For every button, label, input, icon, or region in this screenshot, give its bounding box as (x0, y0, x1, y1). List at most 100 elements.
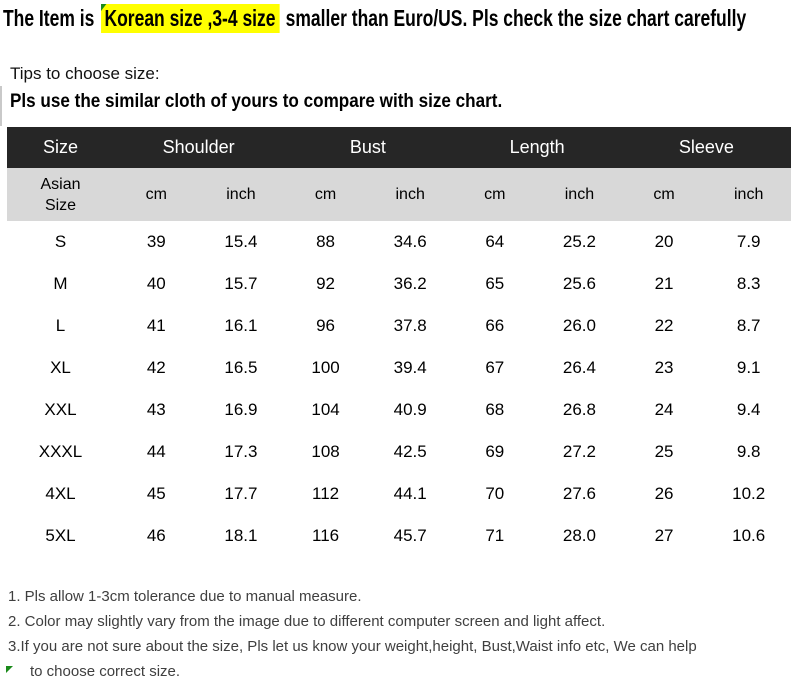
cell: 41 (114, 305, 199, 347)
row-m: M 40 15.7 92 36.2 65 25.6 21 8.3 (7, 263, 791, 305)
cell: 46 (114, 515, 199, 557)
cell: 40.9 (367, 389, 453, 431)
col-header-shoulder: Shoulder (114, 127, 284, 168)
cell: 9.4 (706, 389, 791, 431)
cell: 27.6 (537, 473, 622, 515)
cell: 16.9 (198, 389, 284, 431)
advice-text: Pls use the similar cloth of yours to co… (10, 91, 503, 112)
left-edge-artifact (0, 86, 2, 126)
unit-label-cm: cm (114, 168, 199, 221)
cell: 96 (283, 305, 368, 347)
cell: 104 (283, 389, 368, 431)
cell: 64 (452, 221, 538, 263)
cell: 21 (621, 263, 707, 305)
cell: 17.3 (198, 431, 284, 473)
cell: 39 (114, 221, 199, 263)
cell: 8.7 (706, 305, 791, 347)
cell: 26.8 (537, 389, 622, 431)
cell: 22 (621, 305, 707, 347)
cell: 70 (452, 473, 538, 515)
col-header-length: Length (452, 127, 622, 168)
cell: 34.6 (367, 221, 453, 263)
cell: 24 (621, 389, 707, 431)
cell: 43 (114, 389, 199, 431)
green-corner-icon (6, 666, 13, 673)
unit-label-inch: inch (198, 168, 284, 221)
row-4xl: 4XL 45 17.7 112 44.1 70 27.6 26 10.2 (7, 473, 791, 515)
table-group-header-row: Size Shoulder Bust Length Sleeve (7, 127, 791, 168)
cell: 88 (283, 221, 368, 263)
cell: 39.4 (367, 347, 453, 389)
cell: 92 (283, 263, 368, 305)
size-label: XXXL (7, 431, 114, 473)
cell: 16.1 (198, 305, 284, 347)
banner-text: The Item is Korean size ,3-4 size smalle… (3, 4, 746, 33)
tips-title: Tips to choose size: (10, 64, 160, 83)
unit-label-inch: inch (706, 168, 791, 221)
note-3-continued-text: to choose correct size. (30, 663, 181, 680)
size-label: S (7, 221, 114, 263)
row-5xl: 5XL 46 18.1 116 45.7 71 28.0 27 10.6 (7, 515, 791, 557)
unit-label-cm: cm (621, 168, 707, 221)
size-label: 4XL (7, 473, 114, 515)
cell: 45.7 (367, 515, 453, 557)
cell: 68 (452, 389, 538, 431)
row-s: S 39 15.4 88 34.6 64 25.2 20 7.9 (7, 221, 791, 263)
cell: 9.8 (706, 431, 791, 473)
korean-size-highlight: Korean size ,3-4 size (100, 4, 280, 33)
cell: 15.7 (198, 263, 284, 305)
cell: 112 (283, 473, 368, 515)
cell: 23 (621, 347, 707, 389)
col-header-sleeve: Sleeve (621, 127, 791, 168)
cell: 10.2 (706, 473, 791, 515)
size-label: L (7, 305, 114, 347)
cell: 36.2 (367, 263, 453, 305)
unit-label-inch: inch (537, 168, 622, 221)
cell: 28.0 (537, 515, 622, 557)
cell: 16.5 (198, 347, 284, 389)
notes-section: 1. Pls allow 1-3cm tolerance due to manu… (6, 584, 697, 684)
cell: 15.4 (198, 221, 284, 263)
size-label: 5XL (7, 515, 114, 557)
size-label: XXL (7, 389, 114, 431)
unit-label-cm: cm (452, 168, 538, 221)
cell: 69 (452, 431, 538, 473)
note-3: 3.If you are not sure about the size, Pl… (8, 638, 697, 655)
cell: 8.3 (706, 263, 791, 305)
cell: 37.8 (367, 305, 453, 347)
banner-prefix: The Item is (3, 5, 95, 31)
cell: 25.6 (537, 263, 622, 305)
cell: 100 (283, 347, 368, 389)
banner-suffix: smaller than Euro/US. Pls check the size… (285, 5, 747, 31)
cell: 65 (452, 263, 538, 305)
cell: 20 (621, 221, 707, 263)
cell: 42 (114, 347, 199, 389)
size-label: M (7, 263, 114, 305)
cell: 26 (621, 473, 707, 515)
highlight-text: Korean size ,3-4 size (104, 5, 276, 31)
cell: 67 (452, 347, 538, 389)
cell: 26.0 (537, 305, 622, 347)
cell: 45 (114, 473, 199, 515)
table-unit-header-row: Asian Size cm inch cm inch cm inch cm in… (7, 168, 791, 221)
size-chart-table: Size Shoulder Bust Length Sleeve Asian S… (7, 127, 791, 557)
size-label: XL (7, 347, 114, 389)
cell: 42.5 (367, 431, 453, 473)
cell: 27.2 (537, 431, 622, 473)
cell: 116 (283, 515, 368, 557)
note-3-continued: to choose correct size. (6, 659, 697, 684)
cell: 40 (114, 263, 199, 305)
cell: 66 (452, 305, 538, 347)
cell: 26.4 (537, 347, 622, 389)
col-header-size: Size (7, 127, 114, 168)
asian-size-label: Asian Size (7, 168, 114, 221)
cell: 27 (621, 515, 707, 557)
cell: 9.1 (706, 347, 791, 389)
cell: 71 (452, 515, 538, 557)
row-l: L 41 16.1 96 37.8 66 26.0 22 8.7 (7, 305, 791, 347)
cell: 44 (114, 431, 199, 473)
cell: 17.7 (198, 473, 284, 515)
cell: 7.9 (706, 221, 791, 263)
unit-label-inch: inch (367, 168, 453, 221)
cell: 10.6 (706, 515, 791, 557)
